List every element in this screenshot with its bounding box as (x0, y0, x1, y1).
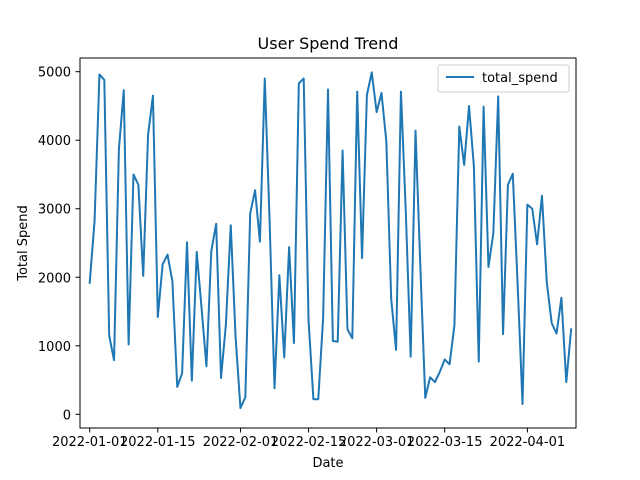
x-tick-label: 2022-01-01 (52, 435, 128, 450)
y-tick-label: 1000 (38, 340, 71, 355)
legend: total_spend (437, 64, 570, 93)
y-axis: 0 1000 2000 3000 4000 5000 (38, 66, 80, 423)
y-tick-label: 4000 (38, 134, 71, 149)
plot-area (88, 71, 573, 410)
y-tick-label: 5000 (38, 66, 71, 81)
legend-frame (437, 64, 570, 93)
legend-label-total-spend: total_spend (482, 71, 558, 86)
x-tick-label: 2022-03-01 (339, 435, 415, 450)
series-line-total-spend (88, 71, 573, 410)
x-tick-label: 2022-03-15 (407, 435, 483, 450)
x-axis-label: Date (312, 456, 343, 471)
y-tick-label: 3000 (38, 203, 71, 218)
y-axis-label: Total Spend (16, 205, 31, 282)
x-tick-label: 2022-02-15 (271, 435, 347, 450)
axes-frame (79, 57, 577, 429)
x-tick-label: 2022-02-01 (203, 435, 279, 450)
x-tick-label: 2022-04-01 (490, 435, 566, 450)
y-tick-label: 2000 (38, 271, 71, 286)
y-tick-label: 0 (63, 408, 71, 423)
chart-title: User Spend Trend (258, 34, 399, 53)
x-tick-label: 2022-01-15 (120, 435, 196, 450)
